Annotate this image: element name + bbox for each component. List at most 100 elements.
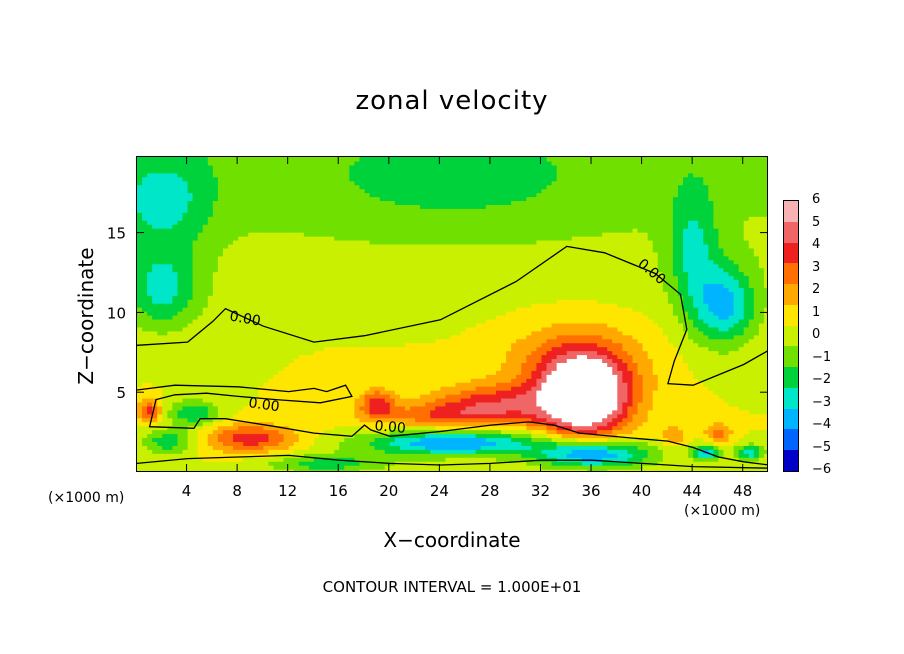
field-cell <box>359 449 366 454</box>
field-cell <box>389 394 396 399</box>
field-cell <box>283 180 290 186</box>
field-cell <box>273 157 280 162</box>
field-cell <box>440 212 447 217</box>
field-cell <box>248 401 254 407</box>
field-cell <box>278 164 285 170</box>
field-cell <box>435 212 441 217</box>
field-cell <box>162 287 168 292</box>
field-cell <box>222 469 229 471</box>
field-cell <box>137 370 143 375</box>
field-cell <box>440 291 447 296</box>
field-cell <box>207 374 214 379</box>
field-cell <box>167 413 173 419</box>
field-cell <box>278 318 285 324</box>
field-cell <box>384 362 391 367</box>
field-cell <box>233 160 239 166</box>
field-cell <box>142 433 148 439</box>
field-cell <box>420 338 426 344</box>
field-cell <box>288 311 295 316</box>
field-cell <box>288 160 295 166</box>
field-cell <box>410 315 416 320</box>
field-cell <box>324 303 330 308</box>
field-cell <box>167 180 173 186</box>
field-cell <box>187 409 194 415</box>
field-cell <box>142 457 148 462</box>
field-cell <box>152 449 158 454</box>
field-cell <box>313 382 320 387</box>
field-cell <box>283 374 290 379</box>
field-cell <box>394 208 401 213</box>
field-cell <box>217 437 224 442</box>
field-cell <box>389 263 396 269</box>
field-cell <box>137 429 143 435</box>
field-cell <box>324 409 330 415</box>
field-cell <box>283 176 290 182</box>
field-cell <box>288 180 295 186</box>
field-cell <box>152 267 158 273</box>
field-cell <box>172 216 179 221</box>
field-cell <box>394 283 401 288</box>
field-cell <box>212 417 219 423</box>
field-cell <box>147 295 153 300</box>
field-cell <box>319 283 325 288</box>
field-cell <box>359 457 366 462</box>
field-cell <box>238 354 244 360</box>
field-cell <box>192 326 199 332</box>
field-cell <box>278 401 285 407</box>
field-cell <box>167 168 173 174</box>
field-cell <box>222 279 229 284</box>
field-cell <box>349 251 356 257</box>
field-cell <box>147 204 153 209</box>
field-cell <box>410 232 416 237</box>
field-cell <box>389 299 396 304</box>
field-cell <box>167 390 173 395</box>
field-cell <box>268 164 275 170</box>
field-cell <box>258 220 264 225</box>
field-cell <box>177 275 184 281</box>
field-cell <box>379 236 386 241</box>
field-cell <box>177 303 184 308</box>
field-cell <box>157 394 163 399</box>
field-cell <box>303 188 310 194</box>
field-cell <box>364 180 371 186</box>
field-cell <box>233 338 239 344</box>
field-cell <box>222 303 229 308</box>
field-cell <box>399 291 406 296</box>
field-cell <box>425 386 431 391</box>
field-cell <box>147 318 153 324</box>
field-cell <box>233 275 239 281</box>
field-cell <box>207 318 214 324</box>
field-cell <box>233 445 239 450</box>
field-cell <box>374 160 381 166</box>
field-cell <box>248 251 254 257</box>
field-cell <box>389 188 396 194</box>
field-cell <box>167 441 173 446</box>
field-cell <box>308 394 315 399</box>
field-cell <box>404 417 411 423</box>
field-cell <box>420 200 426 205</box>
field-cell <box>222 334 229 340</box>
field-cell <box>359 303 366 308</box>
field-cell <box>172 338 179 344</box>
field-cell <box>263 366 270 371</box>
field-cell <box>222 382 229 387</box>
field-cell <box>319 453 325 458</box>
field-cell <box>399 394 406 399</box>
field-cell <box>197 287 204 292</box>
field-cell <box>253 239 259 245</box>
field-cell <box>425 413 431 419</box>
field-cell <box>283 299 290 304</box>
field-cell <box>217 208 224 213</box>
field-cell <box>283 283 290 288</box>
field-cell <box>187 267 194 273</box>
field-cell <box>374 334 381 340</box>
field-cell <box>359 251 366 257</box>
field-cell <box>329 386 335 391</box>
field-cell <box>137 196 143 202</box>
field-cell <box>212 259 219 265</box>
field-cell <box>263 330 270 336</box>
field-cell <box>410 243 416 249</box>
field-cell <box>349 445 356 450</box>
field-cell <box>278 204 285 209</box>
field-cell <box>369 228 376 233</box>
